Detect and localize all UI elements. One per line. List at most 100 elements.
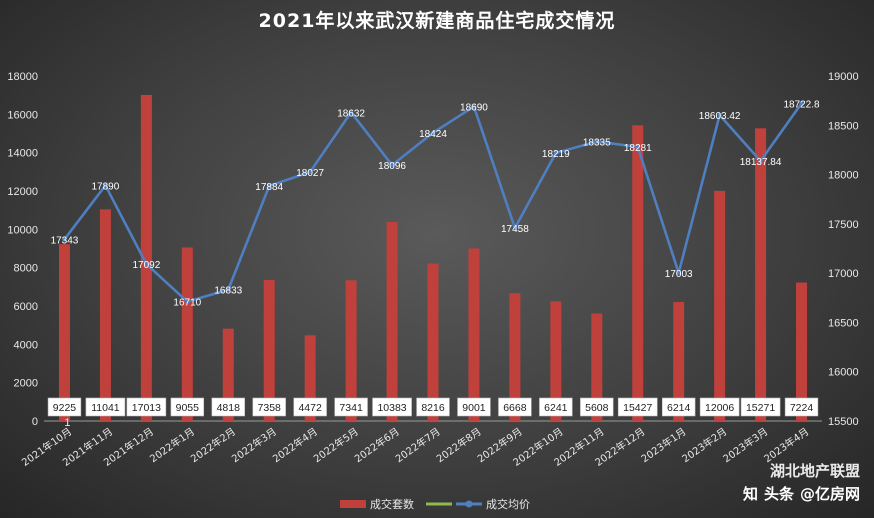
x-tick-label: 2022年6月 — [352, 425, 402, 465]
legend-swatch-count — [340, 500, 366, 508]
y-right-tick-label: 17500 — [828, 219, 859, 231]
bar-count — [58, 244, 70, 421]
bar-count — [509, 293, 521, 421]
y-left-tick-label: 18000 — [7, 71, 38, 83]
y-right-tick-label: 17000 — [828, 268, 859, 280]
price-data-label: 18690 — [460, 103, 488, 114]
count-data-label: 5608 — [585, 402, 609, 414]
count-data-label: 17013 — [132, 402, 161, 414]
price-data-label: 17890 — [92, 181, 120, 192]
y-left-tick-label: 2000 — [14, 378, 38, 390]
bar-count — [304, 335, 316, 421]
price-data-label: 18219 — [542, 149, 570, 160]
bar-count — [550, 301, 562, 421]
x-tick-label: 2022年4月 — [270, 425, 320, 465]
x-tick-label: 2023年2月 — [679, 425, 729, 465]
y-right-tick-label: 19000 — [828, 71, 859, 83]
price-data-label: 17003 — [665, 269, 693, 280]
price-data-label: 17343 — [51, 235, 79, 246]
y-left-tick-label: 10000 — [7, 224, 38, 236]
price-point — [553, 150, 559, 156]
watermark-org: 湖北地产联盟 — [769, 462, 860, 480]
price-data-label: 18424 — [419, 129, 447, 140]
x-tick-label: 2023年1月 — [639, 425, 689, 465]
price-point — [676, 270, 681, 276]
count-data-label: 7341 — [339, 402, 363, 414]
price-data-label: 18281 — [624, 143, 652, 154]
y-left-tick-label: 16000 — [7, 109, 38, 121]
price-point — [267, 183, 272, 189]
price-data-label: 18722.8 — [783, 99, 820, 110]
y-right-tick-label: 18500 — [828, 120, 859, 132]
price-data-label: 18335 — [583, 138, 611, 149]
count-label-box — [252, 397, 286, 417]
count-data-label: 7358 — [258, 402, 282, 414]
x-tick-label: 2022年8月 — [434, 425, 484, 465]
stray-label: 1 — [64, 417, 70, 429]
bar-count — [99, 209, 111, 421]
count-label-box — [47, 397, 82, 417]
price-data-label: 18632 — [337, 108, 365, 119]
watermark-toutiao: 头条 — [763, 485, 794, 503]
y-right-tick-label: 16000 — [828, 367, 859, 379]
bar-count — [632, 125, 644, 422]
count-label-box — [740, 397, 781, 417]
bar-count — [140, 94, 152, 421]
price-point — [635, 144, 640, 150]
price-point — [758, 158, 763, 164]
count-data-label: 6668 — [503, 402, 527, 414]
count-label-box — [372, 397, 412, 417]
count-data-label: 4472 — [298, 402, 322, 414]
y-right-tick-label: 15500 — [828, 416, 859, 428]
watermark-source: 知头条 @亿房网 — [737, 483, 860, 504]
y-left-tick-label: 12000 — [7, 186, 38, 198]
chart-title: 2021年以来武汉新建商品住宅成交情况 — [258, 10, 616, 32]
count-label-box — [457, 397, 491, 417]
price-point — [348, 110, 354, 115]
price-point — [717, 112, 722, 118]
price-data-label: 16710 — [173, 298, 201, 309]
count-label-box — [617, 397, 658, 417]
y-right-tick-label: 16500 — [828, 317, 859, 329]
bar-count — [181, 247, 193, 421]
price-data-label: 18137.84 — [740, 157, 782, 168]
y-left-tick-label: 6000 — [14, 301, 38, 313]
price-data-label: 18096 — [378, 161, 406, 172]
count-label-box — [126, 397, 167, 417]
legend-marker-price — [465, 500, 473, 508]
price-point — [389, 162, 395, 168]
price-data-label: 18603.42 — [699, 111, 741, 122]
count-label-box — [699, 397, 740, 417]
count-label-box — [85, 397, 126, 417]
count-data-label: 6241 — [544, 402, 568, 414]
y-right-tick-label: 18000 — [828, 170, 859, 182]
price-point — [62, 237, 67, 242]
count-data-label: 12006 — [705, 402, 734, 414]
price-data-label: 18027 — [296, 168, 324, 179]
bar-count — [386, 221, 398, 421]
price-point — [799, 101, 804, 106]
price-data-label: 17092 — [132, 260, 160, 271]
price-point — [226, 287, 231, 292]
y-left-tick-label: 14000 — [7, 148, 38, 160]
bar-count — [591, 313, 603, 421]
count-label-box — [539, 397, 573, 417]
x-tick-label: 2022年5月 — [311, 425, 361, 465]
count-label-box — [580, 397, 614, 417]
count-data-label: 10383 — [377, 402, 406, 414]
y-left-tick-label: 8000 — [14, 263, 38, 275]
x-tick-label: 2022年1月 — [147, 425, 197, 465]
watermark-zhi: 知 — [742, 485, 758, 503]
watermark: 湖北地产联盟 知头条 @亿房网 — [737, 460, 860, 504]
count-data-label: 15271 — [746, 402, 775, 414]
count-label-box — [784, 397, 819, 417]
price-point — [144, 261, 149, 267]
price-point — [471, 104, 477, 109]
bar-count — [796, 282, 808, 421]
price-data-label: 16833 — [214, 286, 242, 297]
price-point — [430, 130, 436, 135]
count-label-box — [661, 397, 696, 417]
x-tick-label: 2022年3月 — [229, 425, 279, 465]
